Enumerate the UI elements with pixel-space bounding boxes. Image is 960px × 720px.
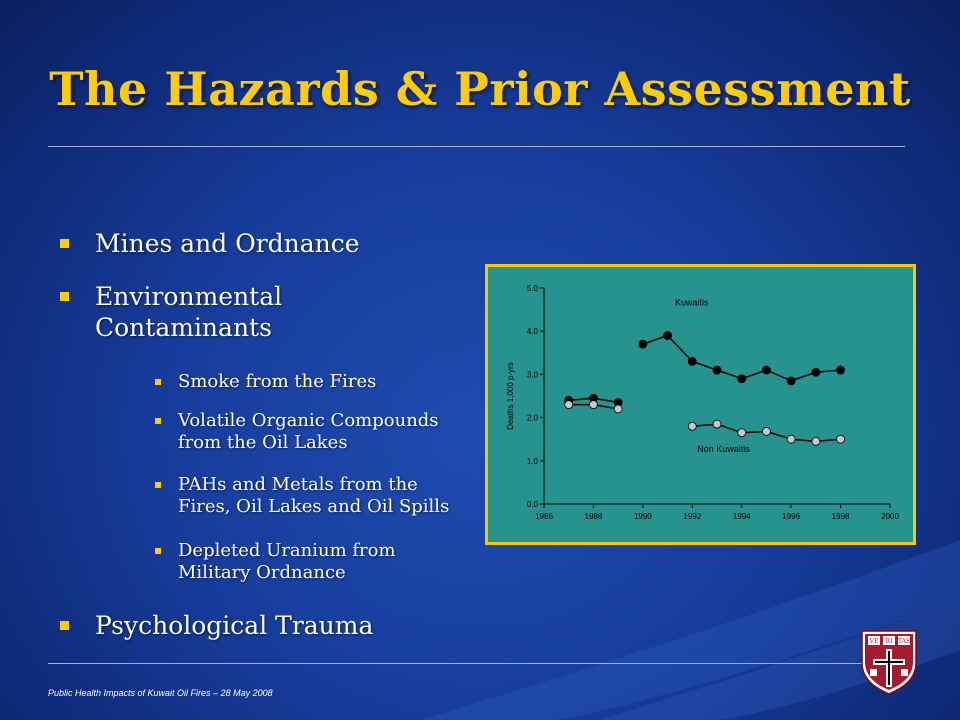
data-point bbox=[836, 365, 845, 375]
subbullet-text-line2: from the Oil Lakes bbox=[178, 432, 348, 453]
y-tick-label: 1.0 bbox=[527, 457, 539, 466]
footer-text: Public Health Impacts of Kuwait Oil Fire… bbox=[48, 688, 273, 698]
data-point bbox=[687, 357, 697, 366]
data-point bbox=[589, 400, 598, 410]
data-point bbox=[687, 421, 697, 431]
y-axis-label: Deaths 1,000 p-yrs bbox=[506, 362, 515, 430]
x-tick-label: 1996 bbox=[782, 512, 800, 521]
data-point bbox=[786, 376, 796, 386]
subbullet-text: PAHs and Metals from the bbox=[178, 474, 418, 495]
x-tick-label: 1986 bbox=[535, 512, 553, 521]
bullet-text: Mines and Ordnance bbox=[95, 229, 360, 258]
harvard-shield-icon: VE RI TAS bbox=[861, 630, 917, 695]
data-point bbox=[638, 339, 648, 349]
y-tick-label: 4.0 bbox=[527, 327, 539, 336]
subbullet-text-line2: Military Ordnance bbox=[178, 562, 346, 583]
seal-letters-1: VE bbox=[869, 638, 879, 645]
subbullet-square-icon bbox=[155, 418, 161, 424]
title-divider bbox=[48, 146, 905, 147]
subbullet-text: Smoke from the Fires bbox=[178, 371, 377, 392]
x-tick-label: 1988 bbox=[585, 512, 603, 521]
x-tick-label: 1998 bbox=[832, 512, 850, 521]
data-point bbox=[836, 434, 845, 444]
series-label-non-kuwaitis: Non Kuwaitis bbox=[697, 444, 750, 454]
x-tick-label: 1992 bbox=[683, 512, 701, 521]
subbullet-text-line2: Fires, Oil Lakes and Oil Spills bbox=[178, 496, 450, 517]
bullet-text: Psychological Trauma bbox=[95, 611, 374, 640]
bullet-square-icon bbox=[60, 239, 69, 248]
data-point bbox=[786, 434, 796, 444]
data-point bbox=[712, 419, 722, 429]
bullet-text-line2: Contaminants bbox=[95, 313, 272, 342]
x-tick-label: 2000 bbox=[881, 512, 899, 521]
y-tick-label: 0.0 bbox=[527, 500, 539, 509]
slide-title: The Hazards & Prior Assessment bbox=[49, 62, 911, 116]
data-point bbox=[811, 367, 821, 377]
data-point bbox=[663, 331, 672, 340]
series-label-kuwaitis: Kuwaitis bbox=[675, 297, 709, 307]
data-point bbox=[564, 400, 574, 410]
bullet-text: Environmental bbox=[95, 282, 283, 311]
mortality-chart-frame: 0.0 1.0 2.0 3.0 4.0 5.0 1986 1988 1990 1992 1994 19… bbox=[485, 264, 916, 545]
footer-divider bbox=[48, 663, 905, 664]
subbullet-square-icon bbox=[155, 482, 161, 488]
subbullet-text: Depleted Uranium from bbox=[178, 540, 396, 561]
series-line bbox=[642, 334, 841, 382]
seal-letters-3: TAS bbox=[898, 638, 910, 645]
data-point bbox=[737, 428, 747, 438]
y-tick-label: 3.0 bbox=[527, 370, 539, 379]
x-tick-label: 1994 bbox=[733, 512, 751, 521]
data-point bbox=[737, 374, 747, 384]
seal-letters-2: RI bbox=[886, 638, 894, 645]
data-point bbox=[712, 365, 722, 375]
subbullet-text: Volatile Organic Compounds bbox=[178, 410, 439, 431]
data-point bbox=[762, 427, 771, 436]
data-point bbox=[613, 404, 623, 414]
bullet-square-icon bbox=[60, 292, 69, 301]
data-point bbox=[762, 365, 771, 375]
subbullet-square-icon bbox=[155, 379, 161, 385]
data-point bbox=[811, 436, 821, 446]
y-tick-label: 5.0 bbox=[527, 284, 539, 293]
y-tick-label: 2.0 bbox=[527, 414, 539, 423]
mortality-line-chart: 0.0 1.0 2.0 3.0 4.0 5.0 1986 1988 1990 1992 1994 19… bbox=[506, 284, 899, 521]
subbullet-square-icon bbox=[155, 548, 161, 554]
x-tick-label: 1990 bbox=[634, 512, 652, 521]
bullet-square-icon bbox=[60, 621, 69, 630]
